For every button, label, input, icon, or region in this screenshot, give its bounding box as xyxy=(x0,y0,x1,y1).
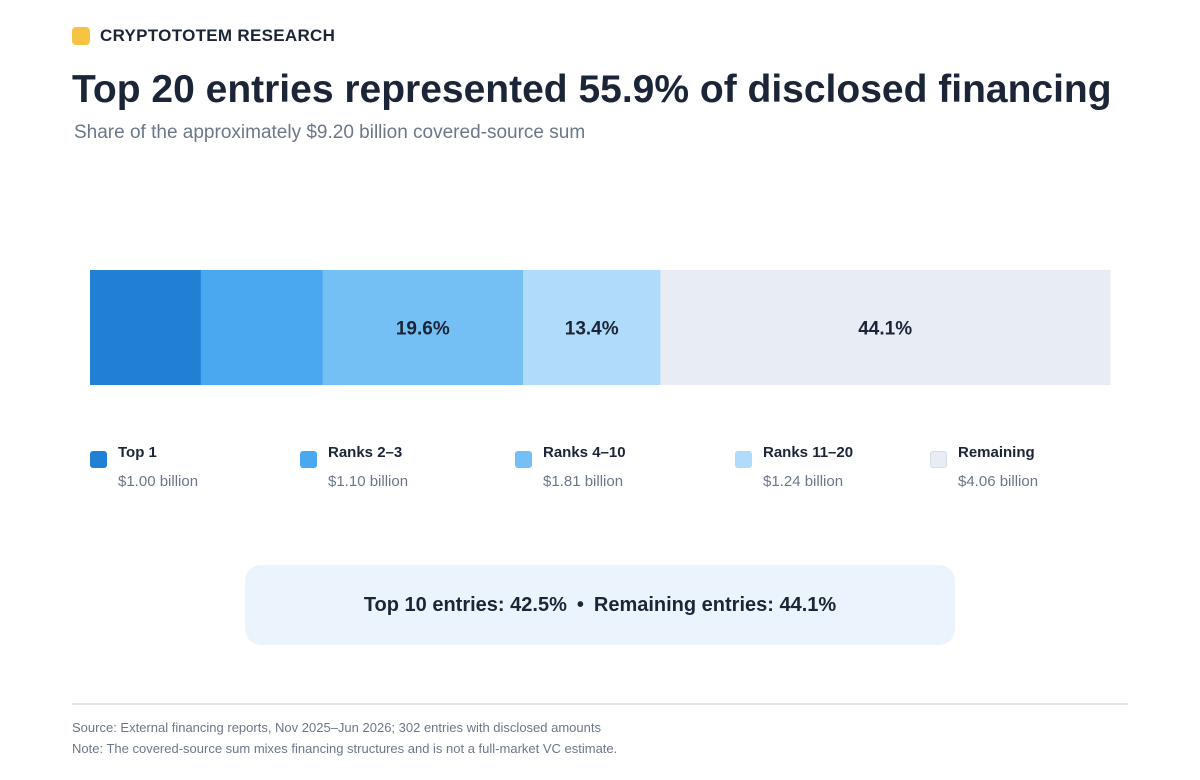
summary-callout: Top 10 entries: 42.5% • Remaining entrie… xyxy=(245,565,955,645)
legend-value: $1.24 billion xyxy=(763,473,844,490)
chart-subtitle: Share of the approximately $9.20 billion… xyxy=(74,122,586,143)
stacked-bar-chart: 19.6% 13.4% 44.1% xyxy=(90,270,1111,385)
callout-remaining: Remaining entries: 44.1% xyxy=(593,593,837,616)
legend-swatch xyxy=(735,451,752,468)
legend-label: Ranks 11–20 xyxy=(763,444,854,461)
brand-name: CRYPTOTOTEM RESEARCH xyxy=(100,26,336,45)
bar-label-ranks-4-10: 19.6% xyxy=(396,319,450,340)
brand-logo-icon xyxy=(72,27,90,45)
legend-swatch xyxy=(300,451,317,468)
callout-separator: • xyxy=(576,593,584,616)
chart-title: Top 20 entries represented 55.9% of disc… xyxy=(72,68,1112,111)
legend-label: Ranks 4–10 xyxy=(543,444,626,461)
legend-value: $1.10 billion xyxy=(328,473,409,490)
bar-segment-top-1 xyxy=(90,270,202,385)
legend-value: $1.00 billion xyxy=(118,473,199,490)
legend-value: $4.06 billion xyxy=(958,473,1039,490)
bar-label-remaining: 44.1% xyxy=(858,319,912,340)
source-note: Source: External financing reports, Nov … xyxy=(72,720,601,735)
legend-value: $1.81 billion xyxy=(543,473,624,490)
methodology-note: Note: The covered-source sum mixes finan… xyxy=(72,741,618,756)
chart-legend: Top 1 $1.00 billion Ranks 2–3 $1.10 billion… xyxy=(0,442,1200,502)
callout-top10: Top 10 entries: 42.5% xyxy=(363,593,567,616)
legend-swatch xyxy=(90,451,107,468)
bar-segment-ranks-11-20 xyxy=(523,270,661,385)
legend-swatch xyxy=(930,451,947,468)
footer-divider xyxy=(72,703,1128,705)
legend-swatch xyxy=(515,451,532,468)
brand-header: CRYPTOTOTEM RESEARCH xyxy=(72,26,335,46)
bar-segment-ranks-2-3 xyxy=(200,270,324,385)
legend-label: Remaining xyxy=(958,444,1035,461)
legend-label: Ranks 2–3 xyxy=(328,444,403,461)
bar-segment-remaining xyxy=(660,270,1111,385)
bar-label-ranks-11-20: 13.4% xyxy=(565,319,619,340)
bar-segment-ranks-4-10 xyxy=(322,270,524,385)
legend-label: Top 1 xyxy=(118,444,157,461)
